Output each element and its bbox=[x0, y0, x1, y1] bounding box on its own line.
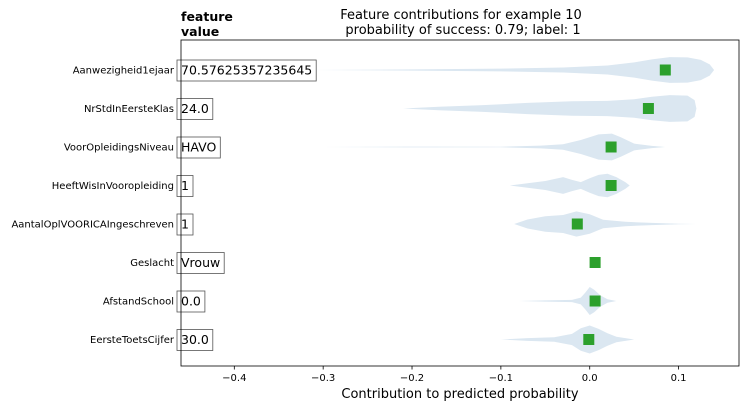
marker-layer bbox=[571, 64, 671, 345]
feature-value-text: Vrouw bbox=[181, 255, 220, 270]
feature-value-text: 1 bbox=[181, 217, 189, 232]
violin-AantalOplVOORICAIngeschreven bbox=[514, 211, 697, 237]
violin-HeeftWisInVooropleiding bbox=[509, 173, 630, 198]
feature-value-text: 24.0 bbox=[181, 101, 209, 116]
feature-name-label: VoorOpleidingsNiveau bbox=[64, 143, 174, 154]
feature-value-text: HAVO bbox=[181, 140, 216, 155]
feature-name-label: AfstandSchool bbox=[103, 297, 174, 308]
feature-name-labels: Aanwezigheid1ejaar NrStdInEersteKlas VoorO… bbox=[11, 66, 181, 346]
feature-value-boxes: 70.57625357235645 24.0 HAVO 1 1 Vrouw 0.0 30.0 bbox=[176, 59, 317, 351]
feature-value-box bbox=[176, 59, 317, 82]
plot-frame bbox=[180, 39, 740, 367]
x-tick-label: 0.1 bbox=[671, 373, 687, 384]
feature-header-line1: feature bbox=[181, 9, 233, 24]
feature-value-box bbox=[176, 329, 214, 351]
contribution-marker bbox=[659, 64, 671, 76]
contribution-marker bbox=[589, 295, 601, 307]
feature-value-text: 0.0 bbox=[181, 294, 201, 309]
feature-value-text: 30.0 bbox=[181, 332, 209, 347]
violin-Aanwezigheid1ejaar bbox=[314, 57, 715, 83]
violin-AfstandSchool bbox=[518, 287, 617, 315]
feature-value-box bbox=[176, 252, 225, 274]
chart-title: Feature contributions for example 10 bbox=[340, 8, 582, 23]
feature-name-label: NrStdInEersteKlas bbox=[84, 104, 174, 115]
x-tick-label: −0.1 bbox=[489, 373, 513, 384]
feature-name-label: HeeftWisInVooropleiding bbox=[52, 181, 174, 192]
feature-name-label: Aanwezigheid1ejaar bbox=[73, 66, 175, 77]
x-axis: −0.4 −0.3 −0.2 −0.1 0.0 0.1 bbox=[222, 366, 687, 384]
feature-value-text: 70.57625357235645 bbox=[181, 63, 312, 78]
feature-value-box bbox=[176, 290, 206, 313]
x-tick-label: 0.0 bbox=[582, 373, 598, 384]
feature-header-line2: value bbox=[181, 24, 219, 39]
violin-layer bbox=[314, 57, 715, 354]
feature-name-label: EersteToetsCijfer bbox=[90, 335, 175, 346]
violin-EersteToetsCijfer bbox=[500, 325, 635, 354]
contribution-marker bbox=[583, 334, 595, 345]
feature-value-box bbox=[176, 136, 221, 159]
x-tick-label: −0.4 bbox=[222, 373, 246, 384]
contribution-marker bbox=[642, 103, 654, 114]
x-tick-label: −0.3 bbox=[311, 373, 335, 384]
chart-subtitle: probability of success: 0.79; label: 1 bbox=[345, 23, 580, 38]
feature-value-text: 1 bbox=[181, 178, 189, 193]
x-tick-label: −0.2 bbox=[400, 373, 424, 384]
contribution-marker bbox=[571, 218, 583, 230]
x-axis-label: Contribution to predicted probability bbox=[341, 387, 578, 402]
feature-name-label: Geslacht bbox=[130, 258, 174, 269]
violin-VoorOpleidingsNiveau bbox=[323, 133, 666, 161]
feature-name-label: AantalOplVOORICAIngeschreven bbox=[11, 220, 174, 231]
contribution-marker bbox=[605, 141, 617, 153]
violin-NrStdInEersteKlas bbox=[403, 95, 697, 122]
contribution-marker bbox=[589, 257, 601, 268]
feature-value-box bbox=[176, 98, 214, 120]
contribution-marker bbox=[605, 180, 617, 191]
